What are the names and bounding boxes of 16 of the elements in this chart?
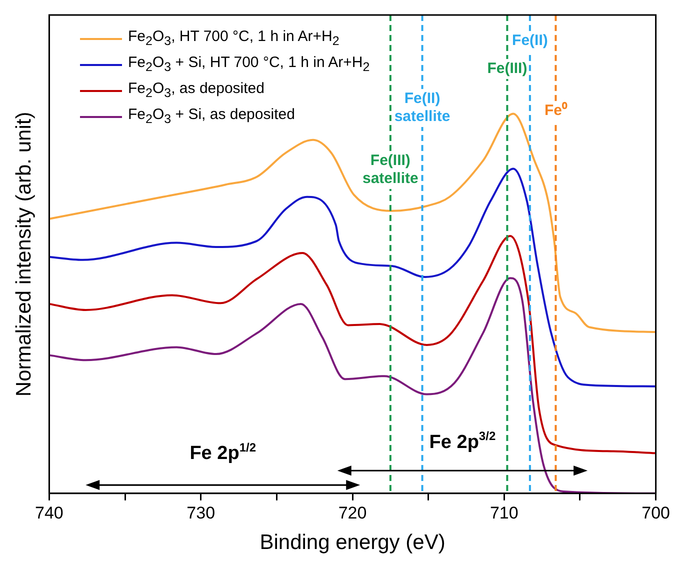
legend-label: Fe$_{2}$O$_{3}$ + Si, HT 700 °C, 1 h in Ar+H$_{2}$ — [128, 53, 370, 76]
ref-line-label: Fe(II) satellite — [394, 90, 450, 125]
x-tick-label: 730 — [186, 503, 216, 522]
legend-label: Fe$_{2}$O$_{3}$, HT 700 °C, 1 h in Ar+H$_{2}$ — [128, 27, 340, 50]
x-tick-label: 720 — [338, 503, 367, 522]
legend-label: Fe$_{2}$O$_{3}$ + Si, as deposited — [128, 105, 295, 128]
x-tick-label: 710 — [490, 503, 518, 522]
ref-line-label: Fe(II) — [512, 32, 548, 49]
y-axis-title: Normalized intensity (arb. unit) — [12, 112, 36, 397]
ref-line-label: Fe⁰ — [544, 101, 568, 119]
x-axis-title: Binding energy (eV) — [260, 531, 446, 554]
x-tick-label: 700 — [642, 503, 670, 522]
ref-line-label: Fe(III) — [487, 60, 528, 77]
x-tick-label: 740 — [35, 503, 64, 522]
ref-line-label: Fe(III) satellite — [362, 152, 418, 187]
legend-label: Fe$_{2}$O$_{3}$, as deposited — [128, 79, 264, 102]
